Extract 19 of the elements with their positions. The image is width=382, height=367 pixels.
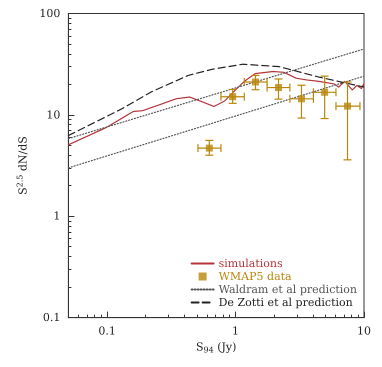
point: [321, 88, 328, 96]
x-tick-label: 1: [232, 324, 240, 338]
y-tick-label: 100: [39, 7, 60, 20]
legend-label: simulations: [218, 257, 284, 270]
legend-label: WMAP5 data: [218, 270, 292, 283]
legend-label: De Zotti et al prediction: [218, 296, 353, 309]
point: [229, 93, 236, 100]
legend-label: Waldram et al prediction: [218, 283, 358, 296]
y-tick-label: 10: [46, 108, 60, 122]
point: [275, 84, 282, 92]
x-tick-label: 10: [357, 324, 371, 338]
point: [206, 144, 213, 152]
y-tick-label: 0.1: [42, 311, 60, 324]
y-axis-title: S2.5 dN/dS: [16, 136, 30, 195]
point: [252, 78, 259, 86]
point: [344, 102, 352, 110]
y-tick-label: 1: [53, 210, 60, 223]
point: [298, 95, 305, 102]
x-tick-label: 0.1: [98, 324, 116, 338]
